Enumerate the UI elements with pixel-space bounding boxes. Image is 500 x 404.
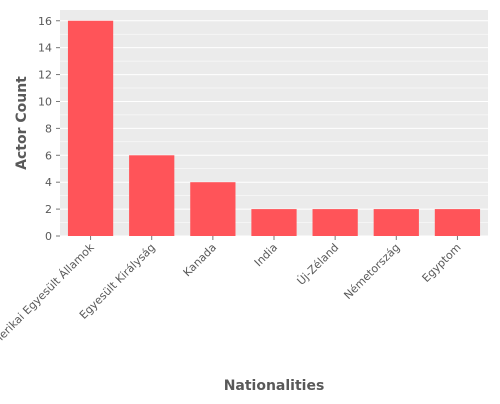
y-axis-title: Actor Count bbox=[14, 76, 30, 170]
bar bbox=[373, 209, 419, 236]
x-tick-label: Új-Zéland bbox=[294, 241, 341, 288]
y-tick-label: 2 bbox=[45, 203, 52, 216]
bar bbox=[434, 209, 481, 236]
x-tick-label: Németország bbox=[341, 241, 402, 302]
bar bbox=[312, 209, 358, 236]
x-tick-label: Amerikai Egyesült Államok bbox=[0, 240, 97, 354]
x-tick-label: Egyptom bbox=[420, 241, 464, 285]
y-tick-label: 10 bbox=[38, 95, 52, 108]
bar bbox=[251, 209, 297, 236]
y-tick-label: 0 bbox=[45, 230, 52, 243]
y-axis-ticks: 0 2 4 6 8 10 12 14 16 bbox=[38, 15, 60, 243]
plot-background bbox=[60, 10, 488, 236]
x-axis-title: Nationalities bbox=[224, 378, 325, 394]
y-tick-label: 4 bbox=[45, 176, 52, 189]
y-tick-label: 12 bbox=[38, 69, 52, 82]
x-tick-label: Kanada bbox=[181, 241, 219, 279]
y-tick-label: 8 bbox=[45, 122, 52, 135]
y-tick-label: 6 bbox=[45, 149, 52, 162]
x-tick-label: India bbox=[252, 241, 280, 269]
bar bbox=[129, 155, 175, 236]
y-tick-label: 16 bbox=[38, 15, 52, 28]
bar bbox=[67, 20, 114, 237]
y-tick-label: 14 bbox=[38, 42, 52, 55]
bar bbox=[190, 182, 236, 236]
bars bbox=[67, 20, 481, 237]
